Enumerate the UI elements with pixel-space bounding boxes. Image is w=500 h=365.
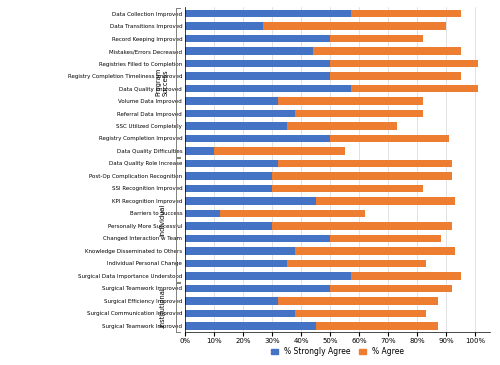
Bar <box>278 160 452 167</box>
Bar <box>286 122 397 130</box>
Bar <box>185 72 330 80</box>
Bar <box>185 135 330 142</box>
Bar <box>185 147 214 155</box>
Bar <box>185 210 220 217</box>
Text: Individual: Individual <box>159 204 165 236</box>
Bar <box>350 10 461 17</box>
Bar <box>330 60 478 67</box>
Bar <box>185 297 278 305</box>
Bar <box>296 247 455 255</box>
Bar <box>313 47 461 55</box>
Bar <box>272 172 452 180</box>
Bar <box>185 222 272 230</box>
Bar <box>316 197 455 205</box>
Bar <box>185 35 330 42</box>
Bar <box>330 285 452 292</box>
Bar <box>330 135 450 142</box>
Bar <box>264 22 446 30</box>
Bar <box>185 10 350 17</box>
Bar <box>220 210 365 217</box>
Bar <box>185 322 316 330</box>
Bar <box>185 160 278 167</box>
Bar <box>185 197 316 205</box>
Bar <box>350 272 461 280</box>
Bar <box>185 85 350 92</box>
Bar <box>185 60 330 67</box>
Bar <box>185 272 350 280</box>
Bar <box>350 85 478 92</box>
Bar <box>185 47 313 55</box>
Bar <box>330 72 461 80</box>
Bar <box>185 110 296 117</box>
Legend: % Strongly Agree, % Agree: % Strongly Agree, % Agree <box>268 344 408 359</box>
Bar <box>296 110 423 117</box>
Bar <box>185 22 264 30</box>
Bar <box>214 147 345 155</box>
Bar <box>185 310 296 317</box>
Bar <box>278 297 438 305</box>
Bar <box>185 235 330 242</box>
Bar <box>185 172 272 180</box>
Bar <box>185 285 330 292</box>
Bar <box>330 35 423 42</box>
Bar <box>272 185 423 192</box>
Bar <box>296 310 426 317</box>
Bar <box>185 122 286 130</box>
Bar <box>330 235 440 242</box>
Bar <box>185 260 286 267</box>
Bar <box>272 222 452 230</box>
Bar <box>185 97 278 105</box>
Bar <box>185 185 272 192</box>
Bar <box>286 260 426 267</box>
Bar <box>316 322 438 330</box>
Bar <box>278 97 423 105</box>
Bar <box>185 247 296 255</box>
Text: Program
Success: Program Success <box>156 68 168 96</box>
Text: Institutional: Institutional <box>159 287 165 327</box>
